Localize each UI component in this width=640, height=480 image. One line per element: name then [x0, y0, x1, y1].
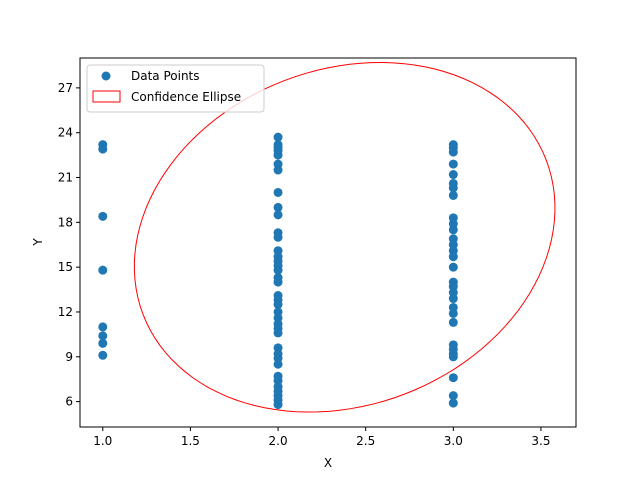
- x-tick-label: 3.0: [444, 434, 463, 448]
- data-point: [273, 400, 283, 410]
- data-point: [98, 338, 108, 348]
- data-point: [448, 159, 458, 169]
- data-point: [273, 132, 283, 142]
- legend-label-data-points: Data Points: [131, 69, 200, 83]
- plot-area-frame: [79, 57, 577, 428]
- data-point: [273, 202, 283, 212]
- y-tick-label: 21: [58, 171, 73, 185]
- data-point: [448, 183, 458, 193]
- data-point: [448, 170, 458, 180]
- x-tick-label: 3.5: [531, 434, 550, 448]
- x-axis-label: X: [324, 456, 332, 470]
- data-point: [448, 190, 458, 200]
- y-tick-label: 24: [58, 126, 73, 140]
- y-axis-label: Y: [31, 238, 45, 247]
- data-point: [273, 359, 283, 369]
- data-point: [98, 331, 108, 341]
- data-point: [273, 277, 283, 287]
- data-point: [98, 144, 108, 154]
- data-point: [98, 265, 108, 275]
- data-point: [448, 262, 458, 272]
- data-point: [273, 328, 283, 338]
- data-point: [273, 265, 283, 275]
- data-point: [448, 398, 458, 408]
- y-axis: 6 9 12 15 18 21 24 27: [58, 81, 80, 409]
- data-point: [448, 252, 458, 262]
- x-tick-label: 1.0: [93, 434, 112, 448]
- data-point: [273, 299, 283, 309]
- legend-label-confidence-ellipse: Confidence Ellipse: [131, 90, 241, 104]
- legend: Data Points Confidence Ellipse: [86, 64, 265, 113]
- data-point: [448, 352, 458, 362]
- y-tick-label: 18: [58, 215, 73, 229]
- x-axis: 1.0 1.5 2.0 2.5 3.0 3.5: [93, 427, 550, 448]
- data-point: [98, 350, 108, 360]
- data-point: [273, 232, 283, 242]
- x-tick-label: 2.0: [269, 434, 288, 448]
- data-point: [448, 391, 458, 401]
- data-point: [448, 373, 458, 383]
- confidence-ellipse: [133, 61, 556, 413]
- data-point: [98, 322, 108, 332]
- y-tick-label: 6: [65, 395, 73, 409]
- y-tick-label: 15: [58, 260, 73, 274]
- data-point: [273, 150, 283, 160]
- data-point: [448, 225, 458, 235]
- data-point: [273, 165, 283, 175]
- data-point: [448, 308, 458, 318]
- data-point: [98, 211, 108, 221]
- legend-marker-confidence-ellipse: [92, 90, 121, 103]
- data-point: [448, 147, 458, 157]
- points-layer: [98, 132, 458, 410]
- legend-frame: [86, 64, 265, 113]
- data-point: [448, 317, 458, 327]
- data-point: [273, 187, 283, 197]
- x-tick-label: 2.5: [356, 434, 375, 448]
- legend-marker-data-points: [101, 71, 111, 81]
- x-tick-label: 1.5: [181, 434, 200, 448]
- ellipse-layer: [133, 61, 556, 413]
- data-point: [273, 210, 283, 220]
- y-tick-label: 27: [58, 81, 73, 95]
- y-tick-label: 9: [65, 350, 73, 364]
- y-tick-label: 12: [58, 305, 73, 319]
- data-point: [448, 294, 458, 304]
